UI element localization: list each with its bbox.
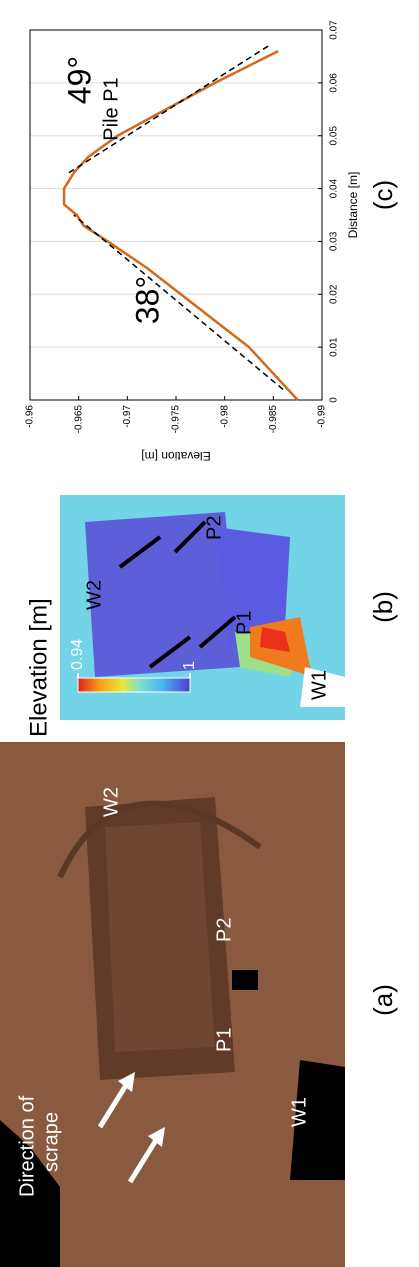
label: P1 bbox=[213, 1028, 235, 1052]
direction-label: scrape bbox=[40, 1112, 62, 1172]
trench bbox=[105, 822, 215, 1052]
direction-label: Direction of bbox=[16, 1095, 38, 1197]
y-tick-label: -0.97 bbox=[122, 405, 133, 428]
arrow-head bbox=[148, 1127, 165, 1147]
shadow bbox=[290, 1060, 345, 1180]
x-tick-label: 0 bbox=[329, 397, 340, 403]
ridge bbox=[57, 800, 262, 879]
plot-frame bbox=[29, 29, 323, 401]
label: W1 bbox=[288, 1097, 310, 1127]
trench bbox=[85, 512, 240, 677]
shadow bbox=[232, 970, 258, 990]
profile-line bbox=[173, 520, 207, 554]
fit-line bbox=[73, 214, 284, 391]
profile-line bbox=[148, 635, 192, 669]
caption: (b) bbox=[368, 591, 398, 623]
x-axis-label: Distance [m] bbox=[346, 172, 360, 239]
no-data bbox=[300, 667, 345, 707]
pile bbox=[260, 627, 290, 652]
y-tick-label: -0.965 bbox=[73, 405, 84, 434]
arrow bbox=[127, 1135, 161, 1184]
label: W2 bbox=[100, 787, 122, 817]
annotation: Pile P1 bbox=[100, 77, 122, 140]
y-tick-label: -0.99 bbox=[317, 405, 328, 428]
plot-area bbox=[30, 30, 322, 400]
label: P2 bbox=[203, 516, 225, 540]
label: P2 bbox=[213, 918, 235, 942]
y-axis-label: Elevation [m] bbox=[141, 449, 210, 463]
panel-b: Elevation [m] W1 W2 P1 P2 (b) bbox=[25, 495, 398, 737]
annotation: 38° bbox=[129, 276, 165, 324]
arrow-head bbox=[118, 1072, 135, 1092]
colorbar bbox=[77, 677, 191, 693]
series-line bbox=[62, 50, 299, 401]
colorbar-tick-label: 1 bbox=[181, 661, 198, 670]
x-tick-label: 0.06 bbox=[329, 73, 340, 93]
annotation: 49° bbox=[61, 56, 97, 104]
y-tick-label: -0.96 bbox=[25, 405, 36, 428]
caption: (c) bbox=[368, 180, 398, 210]
label: W2 bbox=[83, 580, 105, 610]
x-tick-label: 0.05 bbox=[329, 126, 340, 146]
y-tick-label: -0.985 bbox=[268, 405, 279, 434]
profile-line bbox=[198, 615, 237, 649]
panel-a: Direction of scrape W1 W2 P1 P2 (a) bbox=[0, 742, 398, 1267]
colorbar-tick-label: 0.94 bbox=[69, 639, 86, 670]
label: P1 bbox=[233, 611, 255, 635]
x-tick-label: 0.02 bbox=[329, 284, 340, 304]
caption: (a) bbox=[368, 984, 398, 1016]
arrow bbox=[97, 1080, 131, 1129]
x-tick-label: 0.07 bbox=[329, 20, 340, 40]
profile-line bbox=[118, 535, 162, 569]
y-tick-label: -0.98 bbox=[219, 405, 230, 428]
colorbar-title: Elevation [m] bbox=[25, 598, 52, 737]
shadow bbox=[0, 1120, 60, 1267]
x-tick-label: 0.03 bbox=[329, 231, 340, 251]
label: W1 bbox=[308, 670, 330, 700]
x-tick-label: 0.04 bbox=[329, 178, 340, 198]
y-tick-label: -0.975 bbox=[171, 405, 182, 434]
x-tick-label: 0.01 bbox=[329, 337, 340, 357]
